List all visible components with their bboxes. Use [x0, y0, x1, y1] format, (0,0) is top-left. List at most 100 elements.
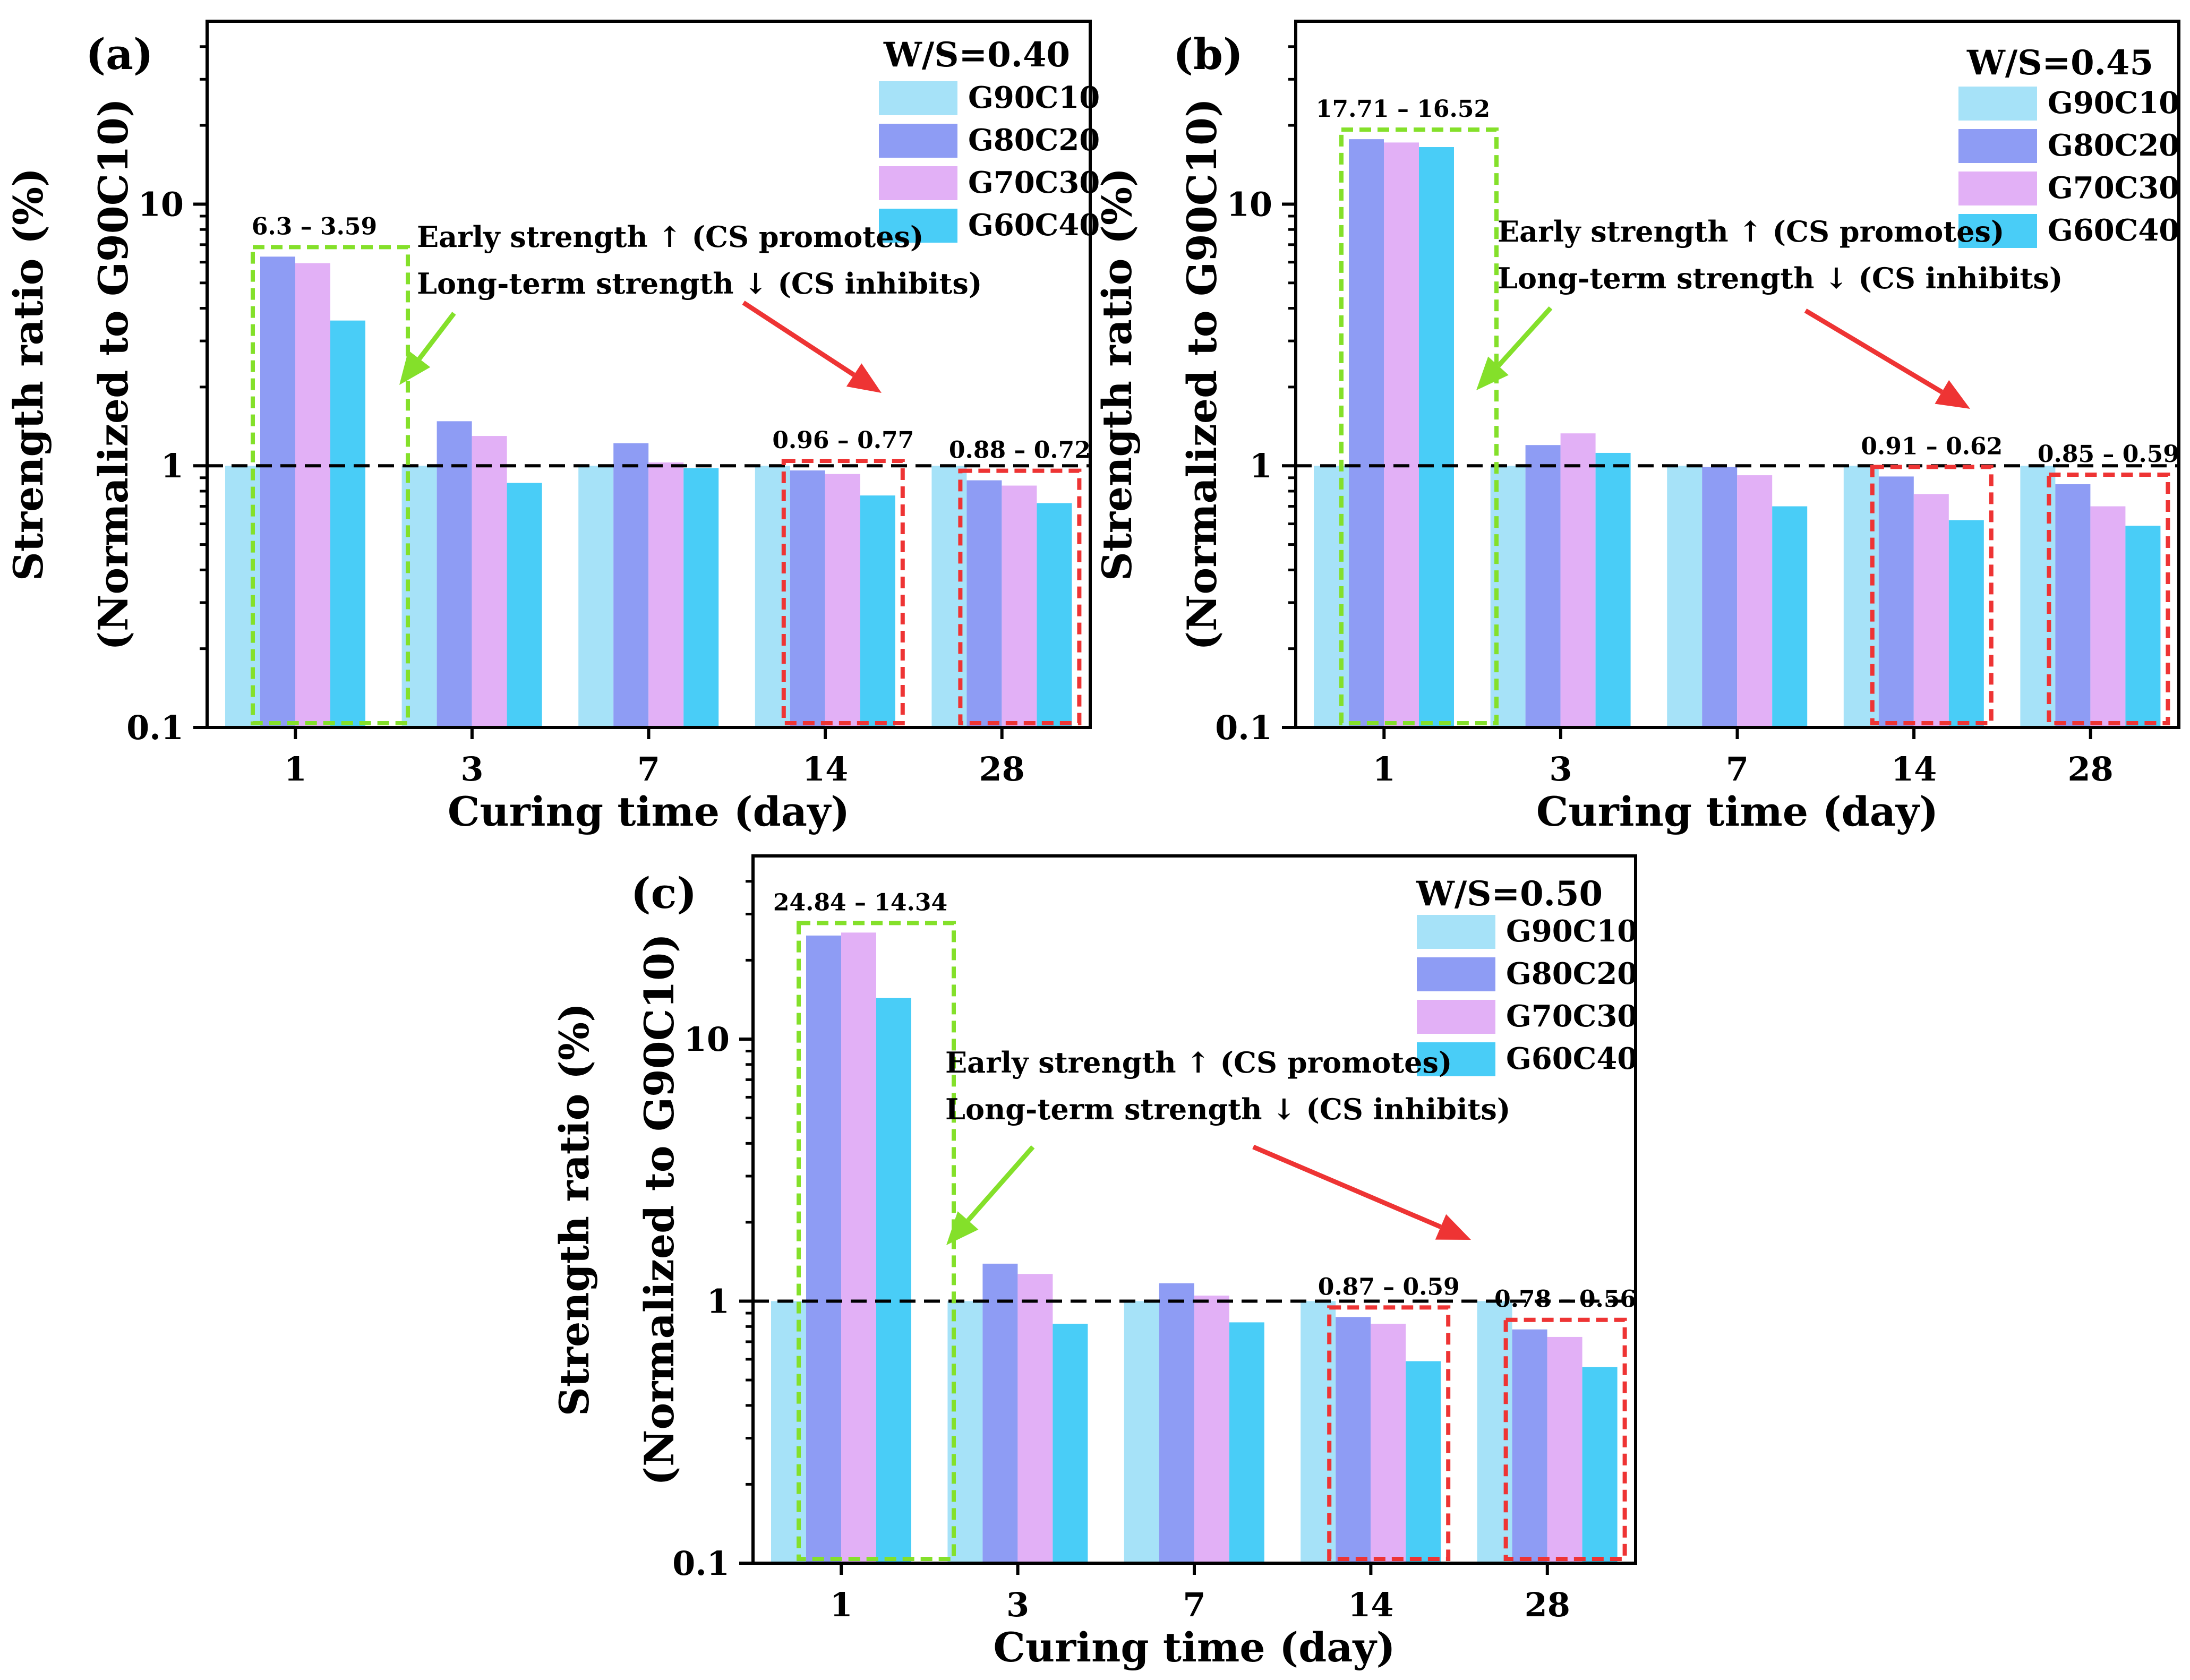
- condition-label: W/S=0.45: [1966, 43, 2153, 83]
- chart-panel-1: 6.3 – 3.59 0.96 – 0.77 0.88 – 0.72 0.1 1 10 1 3…: [5, 20, 1100, 835]
- y-tick-label: 10: [138, 185, 184, 224]
- annotation-early-strength: Early strength ↑ (CS promotes): [945, 1045, 1452, 1079]
- legend-label-g70c30: G70C30: [1506, 999, 1638, 1034]
- panel-label: (c): [631, 868, 697, 918]
- bar-g80c20-day-1: [260, 256, 295, 727]
- bar-g90c10-day-7: [1667, 466, 1703, 727]
- bar-g80c20-day-28: [1512, 1329, 1547, 1563]
- green-arrow-shaft: [417, 312, 456, 361]
- bar-g60c40-day-14: [1406, 1361, 1441, 1563]
- range-label-day-1: 6.3 – 3.59: [252, 213, 377, 240]
- x-tick-label-day-1: 1: [284, 750, 307, 788]
- annotation-long-term-strength: Long-term strength ↓ (CS inhibits): [417, 267, 982, 301]
- x-tick-label-day-3: 3: [1006, 1585, 1029, 1624]
- green-arrow-head: [399, 350, 431, 385]
- legend-swatch-g80c20: [879, 124, 957, 158]
- range-label-day-14: 0.87 – 0.59: [1318, 1273, 1460, 1300]
- bar-g60c40-day-14: [1948, 520, 1984, 727]
- legend-label-g60c40: G60C40: [2048, 213, 2179, 248]
- y-axis-title-line2: (Normalized to G90C10): [1178, 98, 1226, 650]
- range-label-day-28: 0.88 – 0.72: [949, 437, 1091, 464]
- y-tick-label: 1: [1250, 447, 1272, 485]
- early-strength-box: [251, 245, 410, 725]
- y-tick-label: 1: [161, 447, 184, 485]
- legend: G90C10 G80C20 G70C30 G60C40: [879, 80, 1100, 243]
- green-arrow-shaft: [1496, 306, 1553, 368]
- y-tick-label: 0.1: [1215, 708, 1272, 747]
- red-arrow-head: [1435, 1214, 1471, 1240]
- x-tick-label-day-3: 3: [460, 750, 483, 788]
- bar-g60c40-day-1: [330, 320, 365, 727]
- bar-g60c40-day-28: [1582, 1367, 1618, 1563]
- chart-panel-3: 24.84 – 14.34 0.87 – 0.59 0.78 – 0.56 0.1 1 1…: [551, 854, 1638, 1671]
- chart-panel-2: 17.71 – 16.52 0.91 – 0.62 0.85 – 0.59 0.1 1 1…: [1093, 20, 2180, 835]
- condition-label: W/S=0.40: [883, 35, 1070, 75]
- x-tick-label-day-14: 14: [1348, 1585, 1393, 1624]
- green-arrow-head: [1476, 356, 1509, 390]
- x-tick-label-day-7: 7: [637, 750, 660, 788]
- bar-g80c20-day-7: [1159, 1283, 1194, 1563]
- legend: G90C10 G80C20 G70C30 G60C40: [1417, 914, 1638, 1076]
- red-arrow-head: [846, 363, 882, 393]
- red-arrow-shaft: [742, 301, 856, 377]
- bar-g60c40-day-14: [860, 495, 895, 727]
- legend-swatch-g70c30: [1958, 172, 2037, 205]
- bar-g70c30-day-3: [472, 436, 507, 727]
- bar-g80c20-day-14: [790, 470, 825, 727]
- x-tick-label-day-7: 7: [1726, 750, 1749, 788]
- bar-g70c30-day-28: [2090, 506, 2126, 727]
- legend-label-g90c10: G90C10: [968, 80, 1100, 115]
- bar-g60c40-day-1: [876, 998, 911, 1563]
- bar-g70c30-day-3: [1560, 433, 1596, 727]
- bar-g70c30-day-14: [1371, 1324, 1406, 1563]
- bar-g90c10-day-7: [578, 466, 614, 727]
- bar-g60c40-day-7: [1772, 506, 1808, 727]
- annotation-long-term-strength: Long-term strength ↓ (CS inhibits): [945, 1092, 1510, 1126]
- panel-label: (a): [85, 29, 153, 79]
- legend-label-g80c20: G80C20: [968, 123, 1100, 158]
- legend: G90C10 G80C20 G70C30 G60C40: [1958, 85, 2179, 248]
- bar-g80c20-day-1: [806, 935, 841, 1563]
- bar-g80c20-day-3: [1525, 445, 1561, 727]
- bar-g70c30-day-1: [295, 263, 330, 727]
- long-term-strength-box-day-28: [2047, 473, 2170, 726]
- y-tick-label: 0.1: [126, 708, 184, 747]
- red-arrow-shaft: [1804, 308, 1944, 395]
- legend-swatch-g80c20: [1417, 957, 1495, 991]
- legend-swatch-g60c40: [1417, 1042, 1495, 1076]
- y-axis-title-line1: Strength ratio (%): [5, 168, 52, 581]
- legend-swatch-g80c20: [1958, 129, 2037, 163]
- y-tick-label: 10: [1227, 185, 1272, 224]
- y-tick-label: 0.1: [672, 1544, 730, 1583]
- bar-g90c10-day-1: [771, 1301, 806, 1563]
- long-term-strength-box-day-28: [1503, 1317, 1627, 1561]
- bar-g60c40-day-1: [1419, 147, 1454, 728]
- bar-g60c40-day-3: [1595, 452, 1631, 727]
- legend-label-g70c30: G70C30: [2048, 170, 2179, 205]
- legend-label-g60c40: G60C40: [968, 208, 1100, 243]
- bar-g60c40-day-28: [2125, 526, 2161, 727]
- range-label-day-28: 0.78 – 0.56: [1494, 1286, 1636, 1313]
- range-label-day-14: 0.91 – 0.62: [1861, 433, 2003, 460]
- legend-label-g70c30: G70C30: [968, 165, 1100, 200]
- panel-label: (b): [1173, 29, 1243, 79]
- annotation-early-strength: Early strength ↑ (CS promotes): [1498, 215, 2004, 248]
- bar-g60c40-day-7: [683, 468, 719, 727]
- x-axis-title: Curing time (day): [448, 788, 850, 835]
- bar-g60c40-day-3: [507, 483, 542, 727]
- legend-swatch-g60c40: [1958, 214, 2037, 248]
- x-tick-label-day-28: 28: [2068, 750, 2114, 788]
- annotation-long-term-strength: Long-term strength ↓ (CS inhibits): [1498, 261, 2063, 295]
- x-tick-label-day-14: 14: [1891, 750, 1937, 788]
- early-strength-box: [1339, 127, 1499, 725]
- green-arrow-shaft: [966, 1145, 1035, 1222]
- bar-g70c30-day-7: [1194, 1296, 1229, 1563]
- bar-g80c20-day-7: [613, 443, 649, 727]
- x-tick-label-day-3: 3: [1549, 750, 1572, 788]
- legend-label-g80c20: G80C20: [2048, 128, 2179, 163]
- legend-swatch-g70c30: [1417, 1000, 1495, 1034]
- range-label-day-14: 0.96 – 0.77: [772, 427, 914, 454]
- range-label-day-28: 0.85 – 0.59: [2038, 441, 2179, 468]
- y-axis-title-line2: (Normalized to G90C10): [90, 98, 137, 650]
